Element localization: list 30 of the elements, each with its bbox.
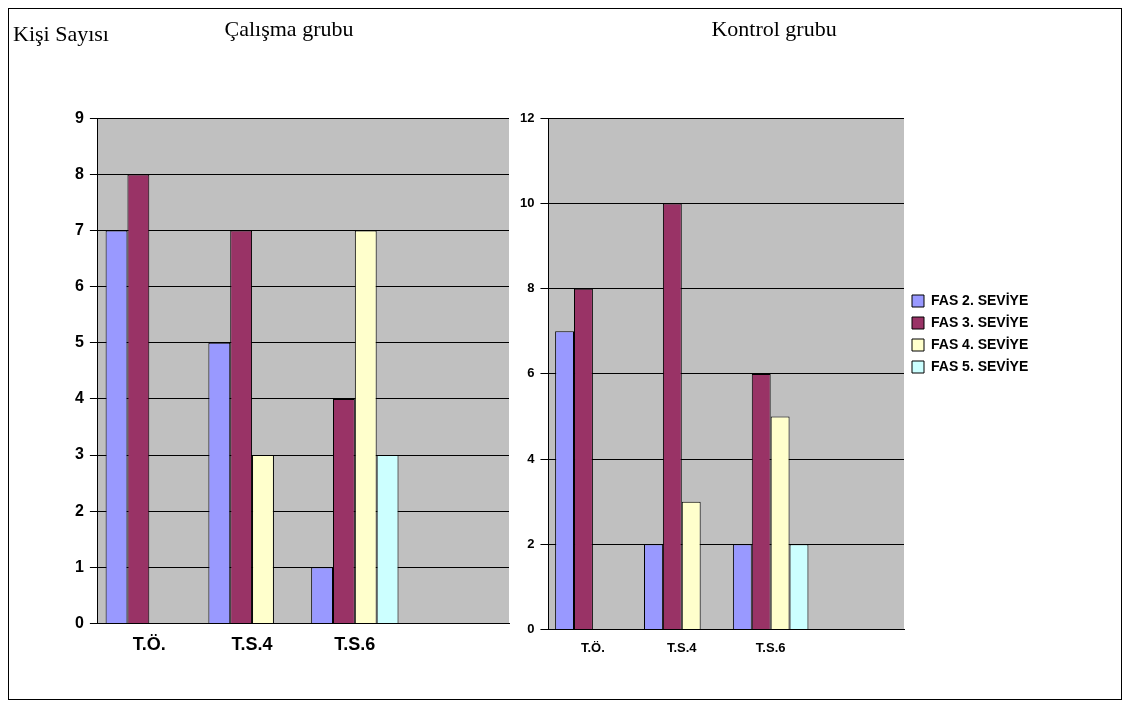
legend-label: FAS 4. SEVİYE bbox=[931, 335, 1029, 352]
y-tick-label: 4 bbox=[527, 450, 536, 466]
legend-label: FAS 3. SEVİYE bbox=[931, 313, 1029, 330]
chart-title: Çalışma grubu bbox=[224, 15, 354, 41]
y-tick-label: 2 bbox=[74, 501, 84, 519]
y-tick-label: 6 bbox=[74, 277, 84, 295]
y-tick-label: 1 bbox=[74, 557, 84, 575]
y-tick-label: 7 bbox=[74, 221, 84, 239]
x-tick-label: T.Ö. bbox=[132, 634, 166, 655]
x-tick-label: T.S.6 bbox=[334, 634, 376, 655]
y-tick-label: 0 bbox=[527, 620, 535, 636]
y-tick-label: 4 bbox=[74, 389, 84, 407]
y-tick-label: 0 bbox=[74, 613, 84, 631]
y-tick-label: 2 bbox=[527, 535, 535, 551]
legend-label: FAS 5. SEVİYE bbox=[931, 357, 1029, 374]
y-axis-title: Kişi Sayısı bbox=[13, 21, 109, 47]
x-tick-label: T.S.4 bbox=[666, 639, 698, 655]
legend-label: FAS 2. SEVİYE bbox=[931, 291, 1029, 308]
y-tick-label: 5 bbox=[74, 333, 84, 351]
y-tick-label: 8 bbox=[74, 164, 84, 182]
x-tick-label: T.Ö. bbox=[580, 639, 605, 655]
y-tick-label: 8 bbox=[527, 280, 535, 296]
chart-title: Kontrol grubu bbox=[711, 15, 837, 41]
y-tick-label: 12 bbox=[519, 109, 535, 125]
y-tick-label: 3 bbox=[74, 445, 84, 463]
x-tick-label: T.S.4 bbox=[231, 634, 273, 655]
y-tick-label: 10 bbox=[519, 195, 535, 211]
y-tick-label: 6 bbox=[527, 365, 535, 381]
y-tick-label: 9 bbox=[74, 108, 84, 126]
x-tick-label: T.S.6 bbox=[755, 639, 786, 655]
